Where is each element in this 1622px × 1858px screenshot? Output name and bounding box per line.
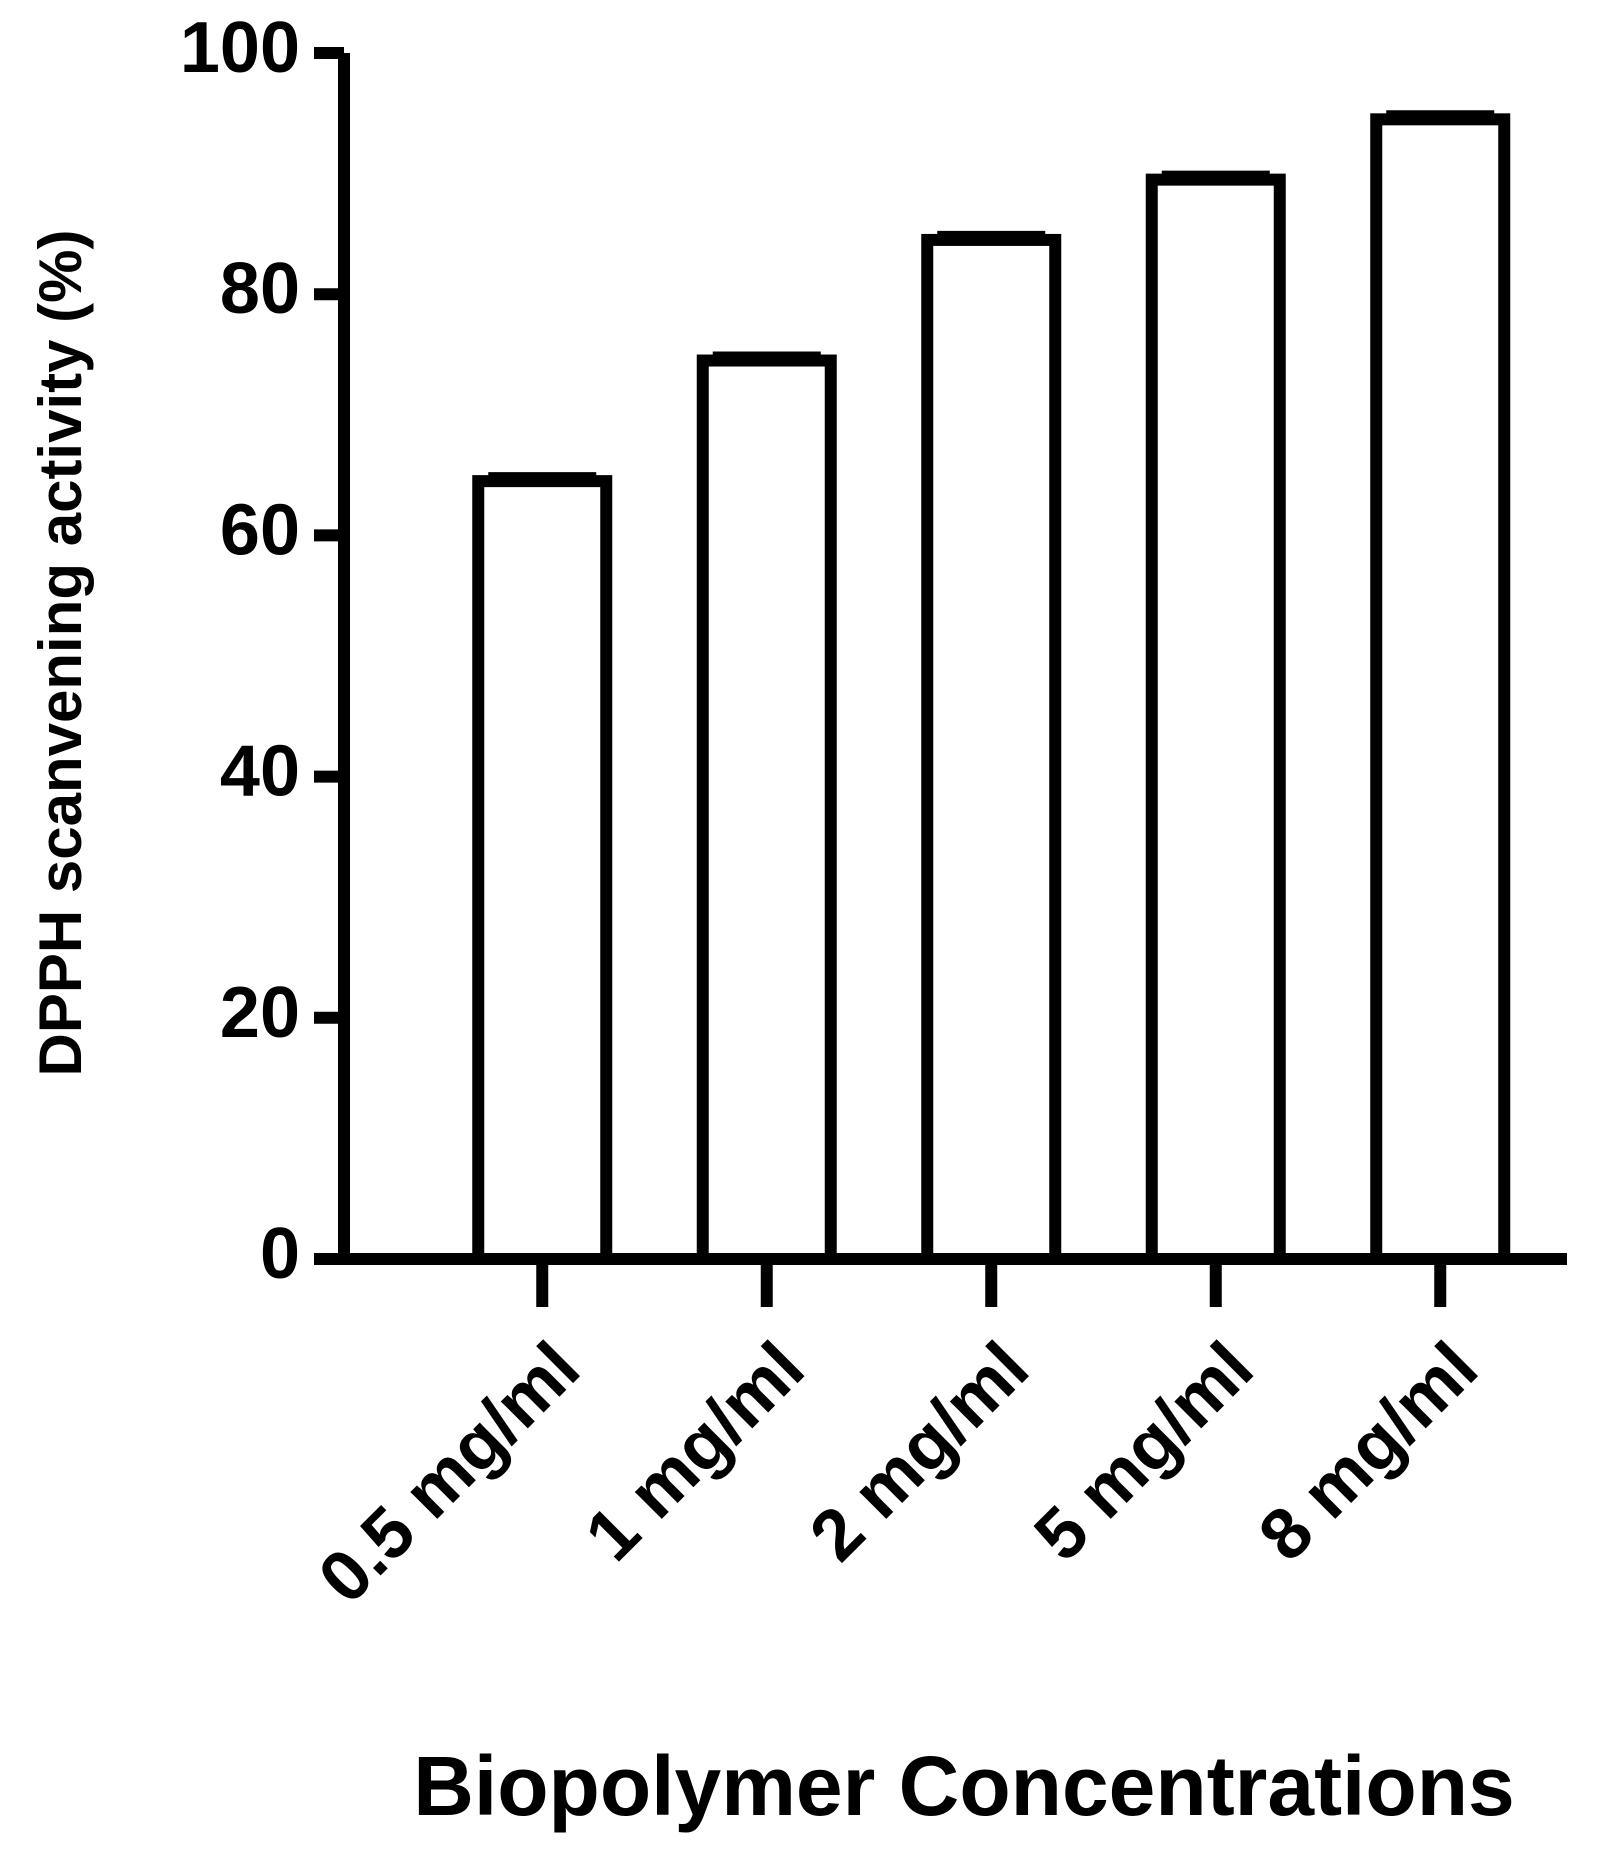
x-tick-label: 8 mg/ml [1244,1327,1493,1576]
y-axis-title: DPPH scanvening activity (%) [27,230,94,1077]
bar [921,233,1062,1265]
x-tick-label: 5 mg/ml [1020,1327,1269,1576]
x-tick-label: 1 mg/ml [571,1327,820,1576]
x-tick-label: 0.5 mg/ml [304,1327,595,1618]
x-axis-title: Biopolymer Concentrations [413,1739,1514,1833]
y-tick-label: 20 [220,973,300,1053]
y-tick-label: 100 [180,8,300,88]
y-tick-label: 80 [220,249,300,329]
bar [696,354,837,1265]
bar [472,475,613,1265]
y-tick-label: 0 [260,1214,300,1294]
bar [1145,173,1286,1265]
y-tick-label: 40 [220,732,300,812]
y-tick-label: 60 [220,490,300,570]
x-tick-label: 2 mg/ml [795,1327,1044,1576]
bar [1370,113,1511,1266]
